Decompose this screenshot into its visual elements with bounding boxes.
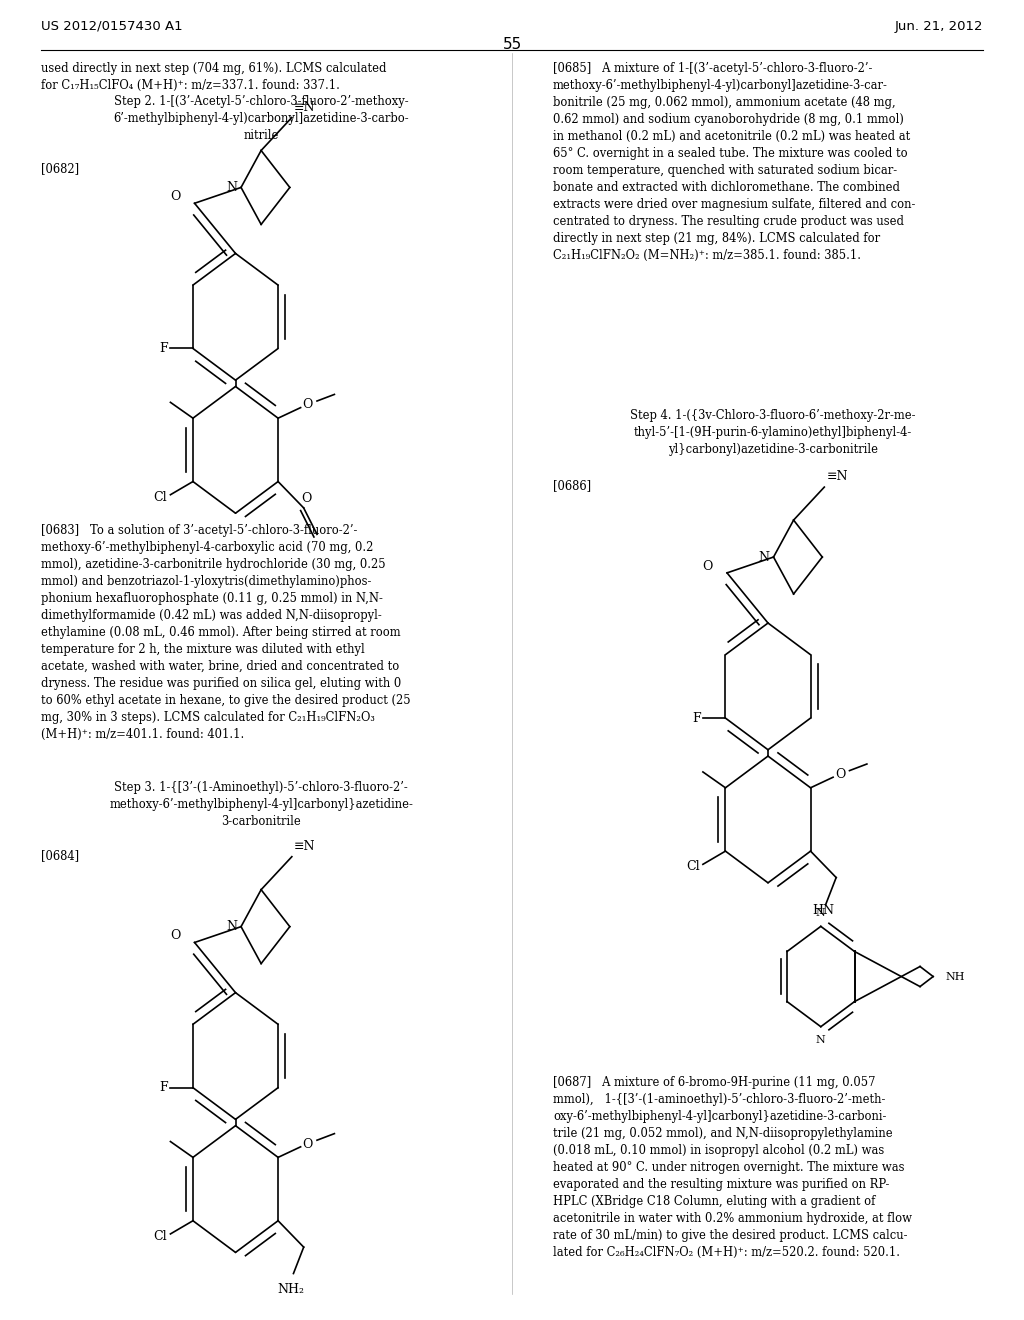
- Text: [0683]   To a solution of 3’-acetyl-5’-chloro-3-fluoro-2’-
methoxy-6’-methylbiph: [0683] To a solution of 3’-acetyl-5’-chl…: [41, 524, 411, 741]
- Text: O: O: [170, 190, 180, 203]
- Text: N: N: [816, 908, 825, 919]
- Text: ≡N: ≡N: [826, 470, 848, 483]
- Text: O: O: [303, 399, 313, 412]
- Text: O: O: [702, 560, 713, 573]
- Text: Step 3. 1-{[3’-(1-Aminoethyl)-5’-chloro-3-fluoro-2’-
methoxy-6’-methylbiphenyl-4: Step 3. 1-{[3’-(1-Aminoethyl)-5’-chloro-…: [110, 781, 413, 829]
- Text: N: N: [226, 920, 237, 933]
- Text: US 2012/0157430 A1: US 2012/0157430 A1: [41, 20, 182, 33]
- Text: F: F: [160, 1081, 168, 1094]
- Text: F: F: [692, 711, 700, 725]
- Text: used directly in next step (704 mg, 61%). LCMS calculated
for C₁₇H₁₅ClFO₄ (M+H)⁺: used directly in next step (704 mg, 61%)…: [41, 62, 386, 92]
- Text: N: N: [226, 181, 237, 194]
- Text: [0686]: [0686]: [553, 479, 591, 492]
- Text: O: O: [170, 929, 180, 942]
- Text: F: F: [160, 342, 168, 355]
- Text: O: O: [302, 492, 312, 506]
- Text: 55: 55: [503, 37, 521, 51]
- Text: Step 4. 1-({3v-Chloro-3-fluoro-6’-methoxy-2r-me-
thyl-5’-[1-(9H-purin-6-ylamino): Step 4. 1-({3v-Chloro-3-fluoro-6’-methox…: [631, 409, 915, 457]
- Text: Cl: Cl: [154, 1230, 167, 1243]
- Text: NH: NH: [945, 972, 965, 982]
- Text: Jun. 21, 2012: Jun. 21, 2012: [895, 20, 983, 33]
- Text: NH₂: NH₂: [276, 1283, 304, 1296]
- Text: [0684]: [0684]: [41, 849, 79, 862]
- Text: Step 2. 1-[(3’-Acetyl-5’-chloro-3-fluoro-2’-methoxy-
6’-methylbiphenyl-4-yl)carb: Step 2. 1-[(3’-Acetyl-5’-chloro-3-fluoro…: [114, 95, 409, 143]
- Text: Cl: Cl: [686, 861, 699, 874]
- Text: Cl: Cl: [154, 491, 167, 504]
- Text: O: O: [303, 1138, 313, 1151]
- Text: HN: HN: [812, 904, 834, 917]
- Text: O: O: [836, 768, 846, 781]
- Text: [0685]   A mixture of 1-[(3’-acetyl-5’-chloro-3-fluoro-2’-
methoxy-6’-methylbiph: [0685] A mixture of 1-[(3’-acetyl-5’-chl…: [553, 62, 915, 263]
- Text: [0682]: [0682]: [41, 162, 79, 176]
- Text: N: N: [816, 1035, 825, 1044]
- Text: [0687]   A mixture of 6-bromo-9H-purine (11 mg, 0.057
mmol),   1-{[3’-(1-aminoet: [0687] A mixture of 6-bromo-9H-purine (1…: [553, 1076, 912, 1259]
- Text: N: N: [759, 550, 769, 564]
- Text: ≡N: ≡N: [294, 100, 315, 114]
- Text: ≡N: ≡N: [294, 840, 315, 853]
